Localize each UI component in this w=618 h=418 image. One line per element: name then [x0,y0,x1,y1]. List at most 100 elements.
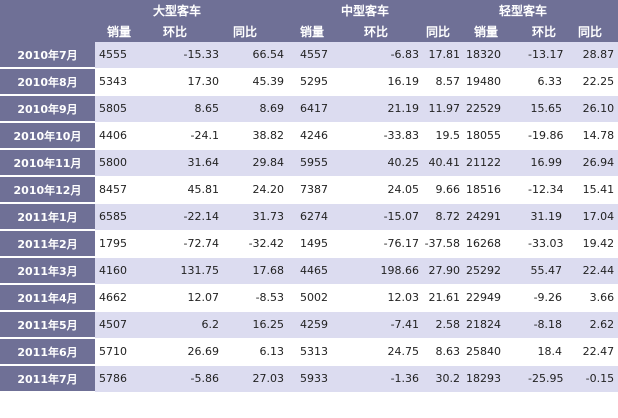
light-yoy-cell: 28.87 [566,42,618,69]
row-label-month: 2010年12月 [0,176,95,204]
light-yoy-cell: 19.42 [566,230,618,258]
row-label-month: 2010年8月 [0,68,95,96]
medium-mom-cell: -7.41 [352,311,423,339]
col-header-yoy: 同比 [426,24,451,39]
medium-sales-cell: 4246 [296,122,353,150]
medium-yoy-cell: 30.2 [422,365,463,393]
large-sales-cell: 1795 [95,230,151,258]
large-sales-cell: 4160 [95,257,151,285]
large-mom-cell: 131.75 [151,257,221,285]
table-row: 2010年8月 5343 17.30 45.39 5295 16.19 8.57 19480 6… [0,68,618,96]
large-mom-cell: -22.14 [151,203,221,231]
medium-yoy-cell: 8.72 [422,203,463,231]
row-label-month: 2011年7月 [0,365,95,393]
medium-yoy-cell: 9.66 [422,176,463,204]
light-mom-cell: 16.99 [528,149,567,177]
light-mom-cell: 18.4 [528,338,567,366]
large-sales-cell: 5710 [95,338,151,366]
light-mom-cell: 55.47 [528,257,567,285]
corner-cell [0,0,95,20]
light-yoy-cell: -0.15 [566,365,618,393]
table-row: 2011年1月 6585 -22.14 31.73 6274 -15.07 8.72 2429… [0,203,618,231]
large-mom-cell: 12.07 [151,284,221,312]
sales-table: 大型客车 中型客车 轻型客车 销量 环比 同比 销量 环比 同比 销量 环比 同… [0,0,618,393]
large-sales-cell: 4662 [95,284,151,312]
medium-mom-cell: -6.83 [352,42,423,69]
large-yoy-cell: 6.13 [221,338,297,366]
col-header-mom: 环比 [532,24,557,39]
large-yoy-cell: 31.73 [221,203,297,231]
row-label-month: 2011年3月 [0,257,95,285]
medium-mom-cell: 24.05 [352,176,423,204]
medium-sales-cell: 5313 [296,338,353,366]
light-yoy-cell: 26.94 [566,149,618,177]
large-yoy-cell: 24.20 [221,176,297,204]
medium-yoy-cell: 11.97 [422,95,463,123]
light-sales-cell: 22529 [462,95,529,123]
light-sales-cell: 21824 [462,311,529,339]
light-sales-cell: 22949 [462,284,529,312]
medium-sales-cell: 6417 [296,95,353,123]
row-label-month: 2011年6月 [0,338,95,366]
medium-sales-cell: 7387 [296,176,353,204]
light-yoy-cell: 26.10 [566,95,618,123]
medium-sales-cell: 5002 [296,284,353,312]
light-mom-cell: 6.33 [528,68,567,96]
medium-mom-cell: -76.17 [352,230,423,258]
large-yoy-cell: 8.69 [221,95,297,123]
medium-yoy-cell: 40.41 [422,149,463,177]
table-row: 2010年12月 8457 45.81 24.20 7387 24.05 9.66 18516… [0,176,618,204]
medium-yoy-cell: 8.57 [422,68,463,96]
light-sales-cell: 18293 [462,365,529,393]
large-sales-cell: 5800 [95,149,151,177]
medium-mom-cell: -33.83 [352,122,423,150]
light-yoy-cell: 3.66 [566,284,618,312]
table-body: 2010年7月 4555 -15.33 66.54 4557 -6.83 17.81 1832… [0,42,618,393]
light-sales-cell: 18516 [462,176,529,204]
corner-cell [0,20,95,42]
light-sales-cell: 19480 [462,68,529,96]
large-mom-cell: 17.30 [151,68,221,96]
large-sales-cell: 5343 [95,68,151,96]
row-label-month: 2011年2月 [0,230,95,258]
col-header-sales: 销量 [300,24,325,39]
row-label-month: 2011年1月 [0,203,95,231]
large-yoy-cell: 45.39 [221,68,297,96]
row-label-month: 2011年4月 [0,284,95,312]
light-yoy-cell: 22.25 [566,68,618,96]
light-sales-cell: 25292 [462,257,529,285]
light-mom-cell: -9.26 [528,284,567,312]
sub-header-row: 销量 环比 同比 销量 环比 同比 销量 环比 同比 [0,20,618,42]
medium-mom-cell: -1.36 [352,365,423,393]
light-mom-cell: -13.17 [528,42,567,69]
large-sales-cell: 5786 [95,365,151,393]
large-yoy-cell: 16.25 [221,311,297,339]
row-label-month: 2011年5月 [0,311,95,339]
col-header-sales: 销量 [474,24,499,39]
group-header-medium-bus: 中型客车 [341,3,390,18]
medium-sales-cell: 5955 [296,149,353,177]
large-sales-cell: 4507 [95,311,151,339]
light-mom-cell: -19.86 [528,122,567,150]
large-mom-cell: -5.86 [151,365,221,393]
light-mom-cell: 31.19 [528,203,567,231]
large-mom-cell: 31.64 [151,149,221,177]
light-yoy-cell: 15.41 [566,176,618,204]
medium-yoy-cell: 21.61 [422,284,463,312]
large-mom-cell: -15.33 [151,42,221,69]
medium-yoy-cell: 2.58 [422,311,463,339]
large-mom-cell: -72.74 [151,230,221,258]
large-yoy-cell: 27.03 [221,365,297,393]
large-yoy-cell: 66.54 [221,42,297,69]
large-yoy-cell: 38.82 [221,122,297,150]
large-sales-cell: 5805 [95,95,151,123]
medium-mom-cell: 24.75 [352,338,423,366]
table-row: 2011年5月 4507 6.2 16.25 4259 -7.41 2.58 21824 -8.… [0,311,618,339]
large-sales-cell: 4555 [95,42,151,69]
large-mom-cell: 26.69 [151,338,221,366]
light-sales-cell: 18320 [462,42,529,69]
medium-mom-cell: 21.19 [352,95,423,123]
table-row: 2010年11月 5800 31.64 29.84 5955 40.25 40.41 2112… [0,149,618,177]
row-label-month: 2010年9月 [0,95,95,123]
medium-mom-cell: 40.25 [352,149,423,177]
